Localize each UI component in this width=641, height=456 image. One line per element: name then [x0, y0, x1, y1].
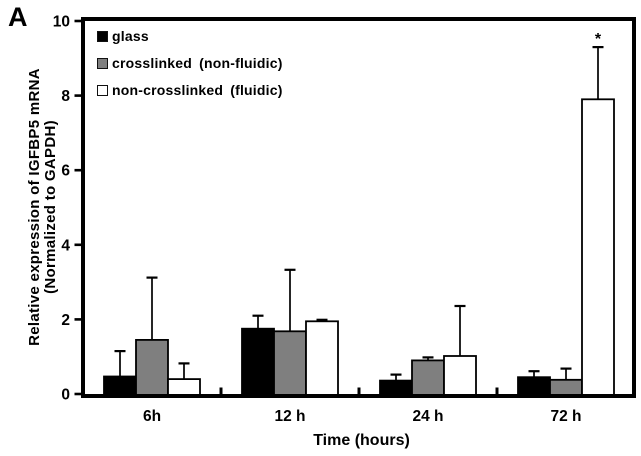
legend-swatch-non-crosslinked: [97, 84, 108, 96]
y-tick-label-8: 8: [61, 88, 70, 105]
y-axis-label-line2: (Normalized to GAPDH): [42, 120, 59, 294]
x-tick-label-12-h: 12 h: [274, 408, 305, 425]
bar-non-crosslinked-fluidic-72-h: [581, 98, 615, 398]
plot-frame: [81, 17, 636, 398]
y-axis-label-line1: Relative expression of IGFBP5 mRNA: [26, 68, 43, 346]
legend-label-crosslinked: crosslinked (non-fluidic): [112, 55, 283, 71]
y-tick-label-2: 2: [61, 312, 70, 329]
legend-label-glass: glass: [112, 28, 149, 44]
x-tick-label-6h: 6h: [143, 408, 161, 425]
y-tick-label-0: 0: [61, 387, 70, 404]
significance-asterisk: *: [595, 31, 602, 48]
legend-item-non-crosslinked: non-crosslinked (fluidic): [97, 82, 283, 98]
bar-crosslinked-non-fluidic-24-h: [411, 359, 445, 398]
y-tick-label-6: 6: [61, 163, 70, 180]
bar-crosslinked-non-fluidic-6h: [135, 338, 169, 398]
legend: glass crosslinked (non-fluidic) non-cros…: [97, 28, 283, 98]
y-tick-label-10: 10: [53, 14, 70, 31]
y-tick-label-4: 4: [61, 237, 70, 254]
legend-item-glass: glass: [97, 28, 283, 44]
legend-label-non-crosslinked: non-crosslinked (fluidic): [112, 82, 283, 98]
bar-glass-12-h: [241, 327, 275, 398]
bar-crosslinked-non-fluidic-12-h: [273, 330, 307, 398]
bar-non-crosslinked-fluidic-24-h: [443, 355, 477, 398]
y-axis-label: Relative expression of IGFBP5 mRNA (Norm…: [26, 68, 59, 346]
legend-item-crosslinked: crosslinked (non-fluidic): [97, 55, 283, 71]
x-tick-label-24-h: 24 h: [412, 408, 443, 425]
panel-label: A: [8, 2, 28, 32]
bar-non-crosslinked-fluidic-12-h: [305, 320, 339, 398]
x-axis-title: Time (hours): [313, 432, 410, 449]
legend-swatch-glass: [97, 30, 108, 42]
legend-swatch-crosslinked: [97, 57, 108, 69]
x-tick-label-72-h: 72 h: [550, 408, 581, 425]
bar-glass-6h: [103, 375, 137, 398]
